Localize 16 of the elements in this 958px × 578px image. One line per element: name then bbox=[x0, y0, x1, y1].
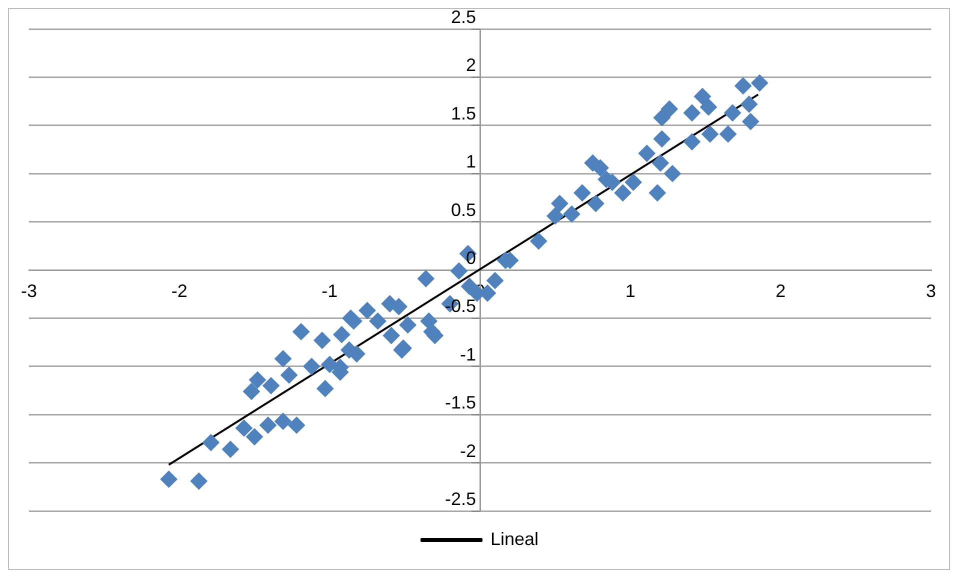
legend-label: Lineal bbox=[490, 528, 539, 549]
x-tick-label: 2 bbox=[776, 280, 786, 301]
x-tick-label: -3 bbox=[20, 280, 38, 301]
y-tick-label: 2.5 bbox=[450, 6, 476, 27]
x-tick-label: -2 bbox=[171, 280, 188, 301]
y-tick-label: 1.5 bbox=[450, 103, 476, 124]
y-tick-label: -2 bbox=[460, 440, 476, 461]
y-tick-label: 0.5 bbox=[450, 200, 476, 220]
y-tick-label: 1 bbox=[466, 152, 476, 172]
y-tick-label: 2 bbox=[466, 55, 476, 76]
y-tick-label: -1 bbox=[460, 344, 476, 364]
x-tick-label: -1 bbox=[322, 280, 338, 301]
y-tick-label: -1.5 bbox=[444, 392, 476, 413]
x-tick-label: 1 bbox=[625, 280, 636, 301]
y-tick-label: -2.5 bbox=[444, 488, 476, 509]
x-tick-label: 3 bbox=[926, 280, 936, 301]
